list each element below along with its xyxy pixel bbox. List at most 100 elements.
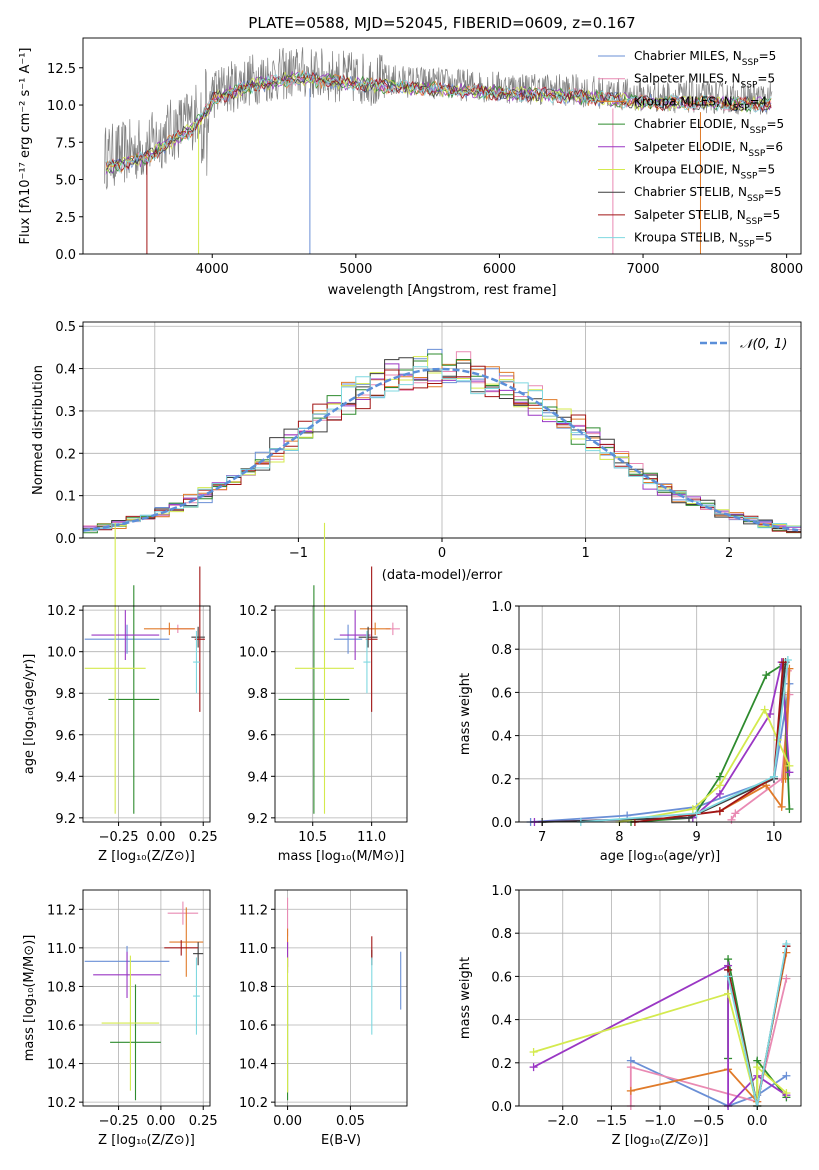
legend-label: Kroupa MILES, NSSP=4 xyxy=(634,94,767,113)
x-axis-label: Z [log₁₀(Z/Z⊙)] xyxy=(98,849,195,864)
x-tick-label: −2.0 xyxy=(547,1114,579,1129)
y-tick-label: 0.2 xyxy=(491,773,512,788)
x-tick-label: −1 xyxy=(289,546,308,561)
y-axis-label: age [log₁₀(age/yr)] xyxy=(22,654,37,775)
y-tick-label: 0.0 xyxy=(491,816,512,831)
ticks: −0.25 0.00 0.25 9.2 9.4 9.6 9.8 10.0 10.2 xyxy=(47,604,218,845)
data-marks xyxy=(526,656,794,826)
data-marks xyxy=(84,901,204,1101)
y-tick-label: 9.4 xyxy=(247,770,268,785)
x-tick-label: 0.25 xyxy=(189,1114,218,1129)
x-tick-label: 8000 xyxy=(770,262,803,277)
x-tick-label: 11.0 xyxy=(357,830,386,845)
model-spectrum-line xyxy=(105,71,772,171)
y-tick-label: 2.5 xyxy=(55,211,76,226)
spectrum-legend: Chabrier MILES, NSSP=5 Salpeter MILES, NS… xyxy=(598,49,784,250)
legend-label: Chabrier MILES, NSSP=5 xyxy=(634,49,776,68)
x-axis-label: E(B-V) xyxy=(321,1133,361,1148)
axes-frame xyxy=(82,605,211,823)
legend-label: Kroupa ELODIE, NSSP=5 xyxy=(634,163,775,182)
age-vs-mass-panel: 10.5 11.0 9.2 9.4 9.6 9.8 10.0 10.2 mass [log₁₀(… xyxy=(239,522,408,864)
mass-weight-line xyxy=(629,978,788,1106)
histogram-ylabel: Normed distribution xyxy=(31,365,46,495)
gridlines xyxy=(275,606,407,822)
y-tick-label: 10.0 xyxy=(47,646,76,661)
x-tick-label: 0.05 xyxy=(336,1114,365,1129)
y-tick-label: 7.5 xyxy=(55,136,76,151)
y-tick-label: 10.4 xyxy=(239,1058,268,1073)
y-tick-label: 0.2 xyxy=(55,447,76,462)
gridlines xyxy=(275,890,407,1106)
y-tick-label: 10.4 xyxy=(47,1058,76,1073)
y-tick-label: 10.0 xyxy=(239,646,268,661)
mass-weight-line xyxy=(542,662,787,823)
x-tick-label: −1.5 xyxy=(596,1114,628,1129)
y-axis-label: mass weight xyxy=(458,957,473,1039)
x-tick-label: −0.25 xyxy=(99,1114,139,1129)
x-tick-label: 0.25 xyxy=(189,830,218,845)
ticks: −2.0 −1.5 −1.0 −0.5 0.0 0.0 0.2 0.4 0.6 0.8 1.0 xyxy=(491,884,767,1129)
x-tick-label: 0.00 xyxy=(273,1114,302,1129)
mass-weight-line xyxy=(619,707,791,823)
y-tick-label: 0.0 xyxy=(55,248,76,263)
age-vs-metallicity-panel: −0.25 0.00 0.25 9.2 9.4 9.6 9.8 10.0 10.2 Z [log₁… xyxy=(22,522,218,864)
y-tick-label: 11.2 xyxy=(47,903,76,918)
x-tick-label: 9 xyxy=(693,830,701,845)
y-tick-label: 0.5 xyxy=(55,320,76,335)
y-tick-label: 9.6 xyxy=(55,729,76,744)
x-tick-label: −1.0 xyxy=(644,1114,676,1129)
spectrum-axes-frame xyxy=(82,37,802,255)
ticks: 0.00 0.05 10.2 10.4 10.6 10.8 11.0 11.2 xyxy=(239,903,365,1129)
histogram-legend: 𝒩(0, 1) xyxy=(700,337,787,352)
y-tick-label: 0.4 xyxy=(55,363,76,378)
y-tick-label: 11.0 xyxy=(47,942,76,957)
x-axis-label: mass [log₁₀(M/M⊙)] xyxy=(278,849,405,864)
y-tick-label: 0.4 xyxy=(491,730,512,745)
y-tick-label: 0.0 xyxy=(55,532,76,547)
y-tick-label: 9.8 xyxy=(247,687,268,702)
y-tick-label: 1.0 xyxy=(491,600,512,615)
mass-weight-vs-metallicity-panel: −2.0 −1.5 −1.0 −0.5 0.0 0.0 0.2 0.4 0.6 0.8 1.0 Z [… xyxy=(458,884,802,1148)
y-tick-label: 10.2 xyxy=(239,1096,268,1111)
y-tick-label: 5.0 xyxy=(55,174,76,189)
y-tick-label: 0.6 xyxy=(491,970,512,985)
legend-label: Chabrier ELODIE, NSSP=5 xyxy=(634,117,784,136)
y-tick-label: 10.2 xyxy=(47,1096,76,1111)
y-axis-label: mass weight xyxy=(458,673,473,755)
axes-frame xyxy=(82,889,211,1107)
residual-histogram-step xyxy=(82,366,801,538)
x-tick-label: 10 xyxy=(766,830,783,845)
x-axis-label: Z [log₁₀(Z/Z⊙)] xyxy=(612,1133,709,1148)
y-tick-label: 9.6 xyxy=(247,729,268,744)
y-tick-label: 9.8 xyxy=(55,687,76,702)
x-tick-label: 4000 xyxy=(196,262,229,277)
observed-spectrum-line xyxy=(104,47,773,191)
y-tick-label: 9.2 xyxy=(247,812,268,827)
legend-label: Chabrier STELIB, NSSP=5 xyxy=(634,185,782,204)
x-tick-label: 0 xyxy=(438,546,446,561)
mass-weight-line xyxy=(634,662,785,823)
y-tick-label: 12.5 xyxy=(47,62,76,77)
y-tick-label: 10.0 xyxy=(47,99,76,114)
y-tick-label: 10.6 xyxy=(47,1019,76,1034)
legend-label: Salpeter STELIB, NSSP=5 xyxy=(634,208,780,227)
y-tick-label: 10.2 xyxy=(239,604,268,619)
x-tick-label: 7 xyxy=(538,830,546,845)
y-tick-label: 0.2 xyxy=(491,1057,512,1072)
y-tick-label: 10.8 xyxy=(239,980,268,995)
normal-distribution-curve xyxy=(82,367,799,532)
gridlines xyxy=(83,890,210,1106)
y-tick-label: 0.6 xyxy=(491,686,512,701)
legend-label: Kroupa STELIB, NSSP=5 xyxy=(634,231,772,250)
x-tick-label: −0.5 xyxy=(693,1114,725,1129)
y-tick-label: 0.8 xyxy=(491,927,512,942)
model-spectrum-line xyxy=(105,70,772,174)
x-tick-label: 8 xyxy=(615,830,623,845)
axes-frame xyxy=(518,605,802,823)
y-tick-label: 0.0 xyxy=(491,1100,512,1115)
x-axis-label: age [log₁₀(age/yr)] xyxy=(600,849,721,864)
legend-label: Salpeter MILES, NSSP=5 xyxy=(634,72,775,91)
ticks: 7 8 9 10 0.0 0.2 0.4 0.6 0.8 1.0 xyxy=(491,600,782,845)
x-tick-label: −0.25 xyxy=(99,830,139,845)
